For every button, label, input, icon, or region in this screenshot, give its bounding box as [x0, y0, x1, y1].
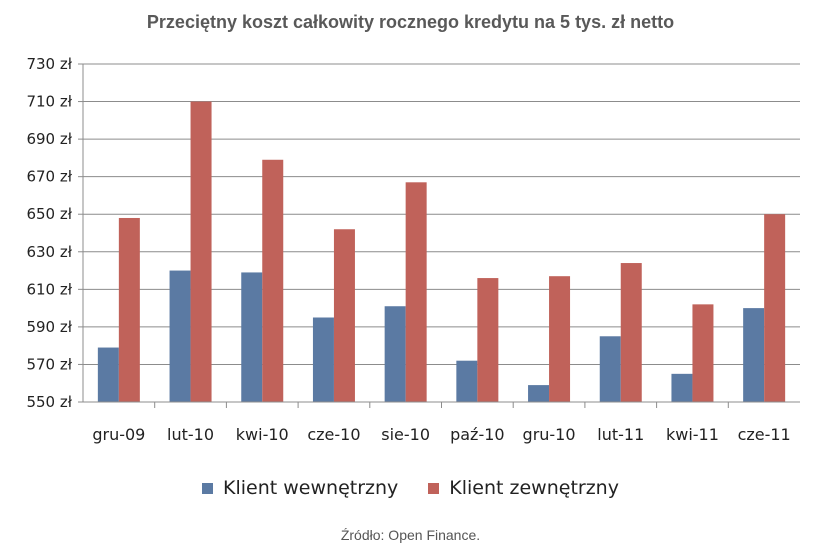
- bar-internal: [384, 306, 406, 402]
- y-tick-label: 570 zł: [26, 355, 72, 373]
- bar-external: [333, 229, 355, 402]
- bars: [97, 101, 786, 403]
- bar-internal: [97, 347, 119, 402]
- y-tick-label: 550 zł: [26, 393, 72, 411]
- x-tick-label: kwi-11: [666, 425, 719, 444]
- y-tick-label: 650 zł: [26, 205, 72, 223]
- bar-internal: [456, 360, 478, 402]
- y-tick-label: 670 zł: [26, 168, 72, 186]
- y-tick-label: 590 zł: [26, 318, 72, 336]
- bar-external: [620, 263, 642, 402]
- legend-swatch-external: [428, 482, 440, 494]
- gridlines: [83, 63, 800, 365]
- chart-title: Przeciętny koszt całkowity rocznego kred…: [146, 12, 675, 32]
- bar-internal: [599, 336, 621, 402]
- y-tick-label: 630 zł: [26, 243, 72, 261]
- bar-internal: [528, 385, 550, 402]
- y-tick-label: 730 zł: [26, 55, 72, 73]
- x-tick-label: gru-10: [523, 425, 576, 444]
- bar-external: [692, 304, 714, 402]
- x-tick-label: lut-10: [167, 425, 214, 444]
- legend-item-external: Klient zewnętrzny: [428, 477, 619, 499]
- bar-external: [118, 217, 140, 402]
- bar-external: [262, 159, 284, 402]
- y-axis-ticks: 550 zł 570 zł 590 zł 610 zł 630 zł 650 zł 670 …: [26, 55, 83, 411]
- bar-external: [190, 101, 212, 403]
- legend-label-external: Klient zewnętrzny: [449, 477, 619, 499]
- x-tick-label: cze-11: [738, 425, 791, 444]
- bar-internal: [169, 270, 191, 402]
- bar-internal: [241, 272, 263, 402]
- x-tick-label: paź-10: [450, 425, 505, 444]
- y-tick-label: 710 zł: [26, 93, 72, 111]
- bar-external: [477, 278, 499, 402]
- y-tick-label: 610 zł: [26, 280, 72, 298]
- x-tick-label: gru-09: [92, 425, 145, 444]
- bar-external: [405, 182, 427, 402]
- bar-external: [764, 214, 786, 402]
- x-tick-label: cze-10: [307, 425, 360, 444]
- legend-label-internal: Klient wewnętrzny: [223, 477, 399, 499]
- legend-item-internal: Klient wewnętrzny: [202, 477, 398, 499]
- source-note: Źródło: Open Finance.: [340, 527, 481, 543]
- legend: Klient wewnętrzny Klient zewnętrzny: [0, 477, 821, 499]
- x-tick-label: sie-10: [381, 425, 430, 444]
- bar-external: [549, 276, 571, 402]
- bar-internal: [671, 373, 693, 402]
- x-axis-labels: gru-09 lut-10 kwi-10 cze-10 sie-10 paź-10 gru-…: [92, 402, 791, 444]
- legend-swatch-internal: [202, 482, 214, 494]
- bar-internal: [312, 317, 334, 402]
- x-tick-label: kwi-10: [236, 425, 289, 444]
- x-tick-label: lut-11: [597, 425, 644, 444]
- y-tick-label: 690 zł: [26, 130, 72, 148]
- bar-internal: [743, 308, 765, 402]
